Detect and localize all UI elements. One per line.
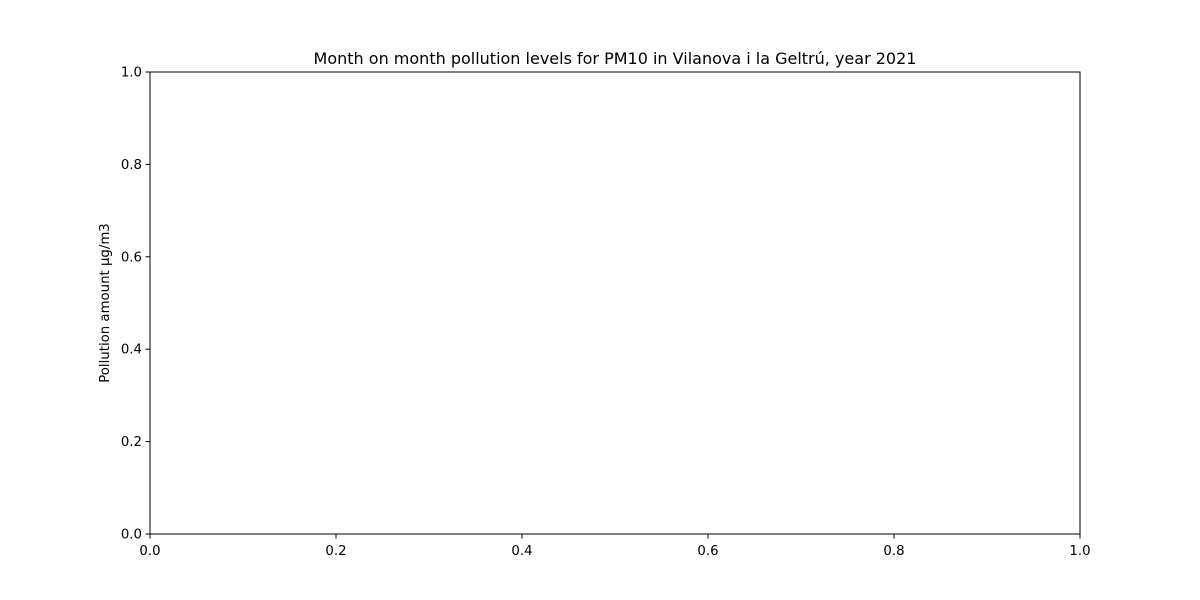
x-tick-label: 0.2 — [325, 544, 346, 559]
x-tick-label: 0.6 — [697, 544, 718, 559]
plot-area — [149, 71, 1081, 535]
x-tick-label: 0.0 — [139, 544, 160, 559]
x-axis-ticks: 0.0 0.2 0.4 0.6 0.8 1.0 — [139, 534, 1091, 559]
x-tick-label: 1.0 — [1069, 544, 1090, 559]
chart-title: Month on month pollution levels for PM10… — [314, 49, 917, 68]
y-axis-ticks: 0.0 0.2 0.4 0.6 0.8 1.0 — [121, 66, 150, 543]
y-tick-label: 0.4 — [121, 343, 142, 358]
y-tick-label: 0.2 — [121, 435, 142, 450]
x-tick-label: 0.8 — [883, 544, 904, 559]
x-tick-label: 0.4 — [511, 544, 532, 559]
y-tick-label: 0.0 — [121, 528, 142, 543]
y-axis-label: Pollution amount µg/m3 — [98, 223, 113, 383]
y-tick-label: 0.6 — [121, 250, 142, 265]
y-tick-label: 0.8 — [121, 158, 142, 173]
y-tick-label: 1.0 — [121, 66, 142, 81]
